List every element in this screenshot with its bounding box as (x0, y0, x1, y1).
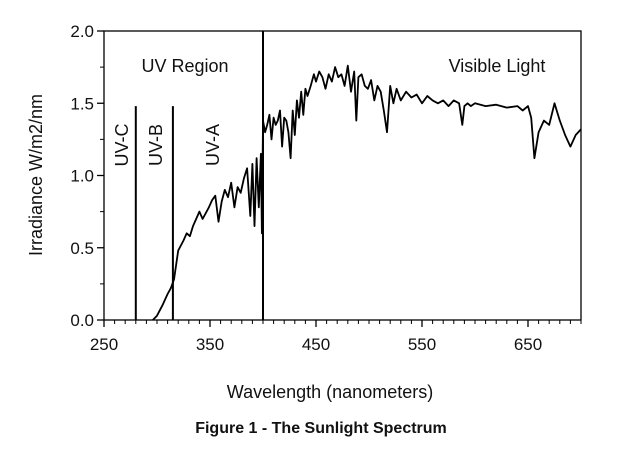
spectrum-line (152, 64, 582, 321)
x-tick-label: 450 (302, 335, 330, 354)
visible-light-label: Visible Light (449, 56, 546, 76)
axis-ticks (97, 30, 582, 327)
uv-b-label: UV-B (146, 124, 166, 166)
y-tick-label: 1.5 (70, 94, 94, 113)
x-tick-label: 250 (90, 335, 118, 354)
uv-region-label: UV Region (141, 56, 228, 76)
figure-caption: Figure 1 - The Sunlight Spectrum (195, 420, 447, 437)
x-axis-title: Wavelength (nanometers) (227, 382, 433, 402)
uv-a-label: UV-A (203, 124, 223, 166)
plot-area (103, 30, 582, 321)
y-axis-title: Irradiance W/m2/nm (26, 94, 46, 256)
y-tick-label: 0.5 (70, 239, 94, 258)
y-tick-label: 0.0 (70, 311, 94, 330)
x-tick-label: 350 (196, 335, 224, 354)
tick-labels: 250 350 450 550 650 0.0 0.5 1.0 1.5 2.0 (70, 22, 542, 354)
x-tick-label: 550 (408, 335, 436, 354)
y-tick-label: 2.0 (70, 22, 94, 41)
x-tick-label: 650 (514, 335, 542, 354)
uv-c-label: UV-C (112, 123, 132, 166)
y-tick-label: 1.0 (70, 167, 94, 186)
